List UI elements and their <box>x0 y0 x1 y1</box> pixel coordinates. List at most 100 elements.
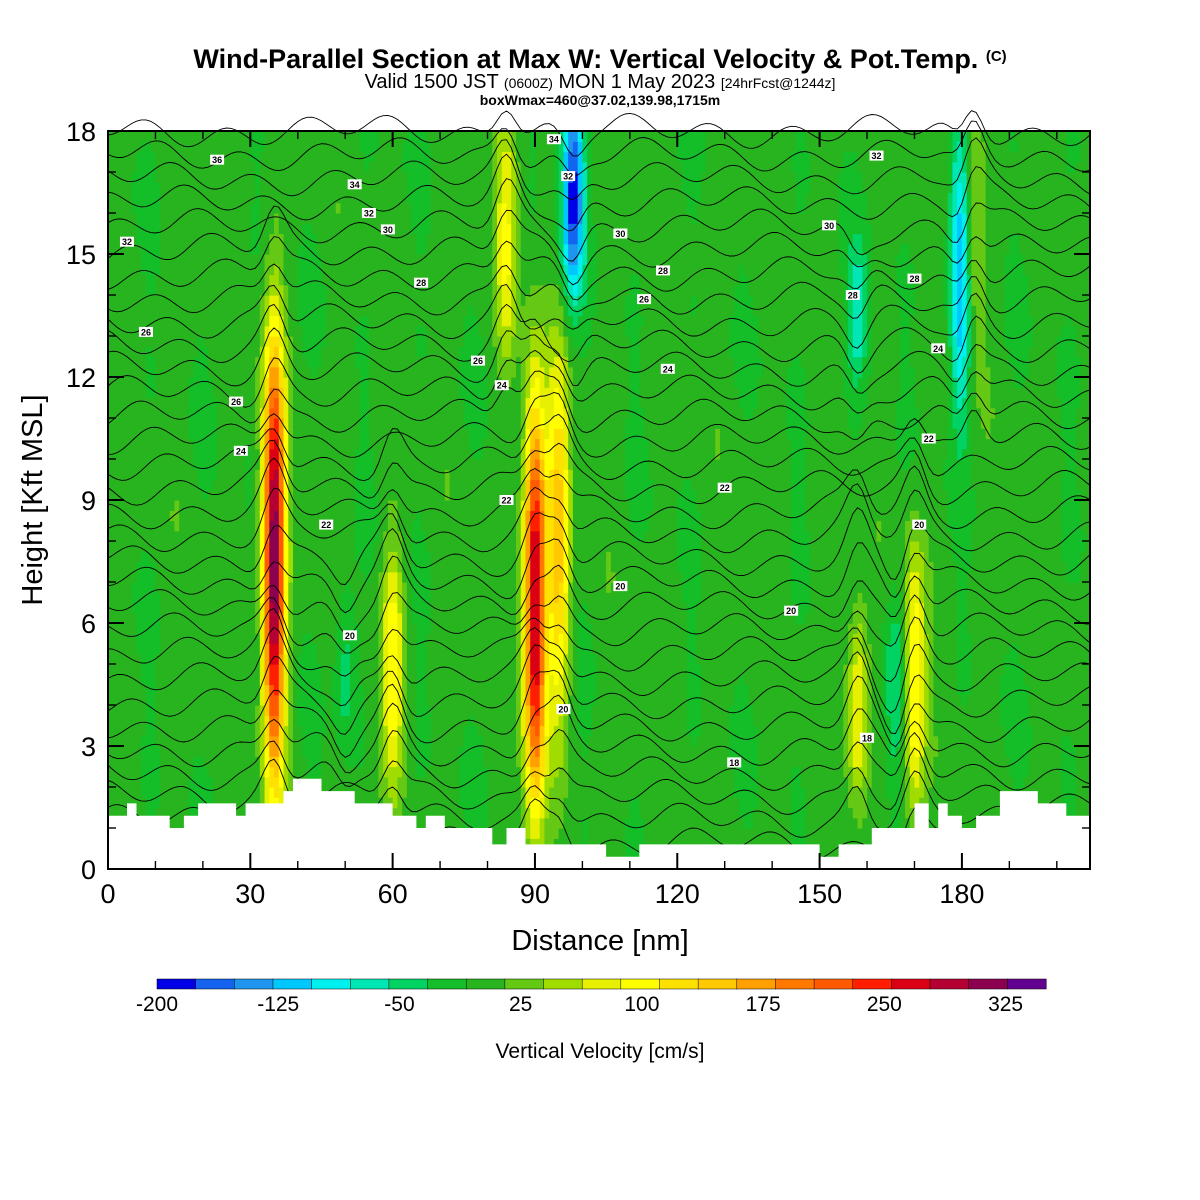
velocity-cell <box>719 766 726 778</box>
velocity-cell <box>387 623 394 634</box>
velocity-cell <box>738 787 745 798</box>
velocity-cell <box>582 766 588 778</box>
velocity-cell <box>857 664 863 675</box>
velocity-cell <box>686 828 693 839</box>
velocity-cell <box>658 674 664 686</box>
velocity-cell <box>293 746 299 757</box>
velocity-cell <box>112 674 119 686</box>
velocity-cell <box>126 612 133 624</box>
velocity-cell <box>1018 746 1025 757</box>
velocity-cell <box>881 633 887 645</box>
velocity-cell <box>838 838 844 850</box>
velocity-cell <box>909 797 916 809</box>
velocity-cell <box>444 797 451 809</box>
velocity-cell <box>852 787 859 798</box>
velocity-cell <box>169 643 176 655</box>
velocity-cell <box>729 653 735 665</box>
velocity-cell <box>112 705 119 716</box>
velocity-cell <box>231 623 237 634</box>
velocity-cell <box>340 756 346 768</box>
velocity-cell <box>544 705 550 716</box>
velocity-cell <box>212 725 218 737</box>
velocity-cell <box>900 633 906 645</box>
velocity-cell <box>587 643 593 655</box>
velocity-cell <box>933 664 939 675</box>
velocity-cell <box>625 633 631 645</box>
velocity-cell <box>767 766 773 778</box>
velocity-cell <box>440 787 446 798</box>
velocity-cell <box>511 735 517 747</box>
velocity-cell <box>928 735 935 747</box>
velocity-cell <box>591 776 598 788</box>
velocity-cell <box>705 674 712 686</box>
velocity-cell <box>354 633 361 645</box>
velocity-cell <box>1066 776 1072 788</box>
velocity-cell <box>534 674 541 686</box>
velocity-cell <box>122 705 128 716</box>
velocity-cell <box>995 674 1001 686</box>
velocity-cell <box>1085 756 1091 768</box>
velocity-cell <box>606 694 612 706</box>
velocity-cell <box>914 746 920 757</box>
velocity-cell <box>316 643 323 655</box>
velocity-cell <box>738 756 745 768</box>
velocity-cell <box>743 633 750 645</box>
velocity-cell <box>406 797 413 809</box>
velocity-cell <box>1052 623 1058 634</box>
velocity-cell <box>895 694 901 706</box>
velocity-cell <box>824 633 830 645</box>
velocity-cell <box>226 633 232 645</box>
velocity-cell <box>857 787 863 798</box>
velocity-cell <box>259 725 266 737</box>
velocity-cell <box>430 746 436 757</box>
velocity-cell <box>364 715 370 727</box>
velocity-cell <box>293 715 299 727</box>
velocity-cell <box>387 797 394 809</box>
velocity-cell <box>236 725 242 737</box>
velocity-cell <box>364 684 370 696</box>
velocity-cell <box>117 684 123 696</box>
velocity-cell <box>1056 776 1063 788</box>
velocity-cell <box>193 705 199 716</box>
velocity-cell <box>753 828 759 839</box>
velocity-cell <box>814 828 821 839</box>
velocity-cell <box>321 766 327 778</box>
velocity-cell <box>169 633 176 645</box>
velocity-cell <box>1023 633 1029 645</box>
velocity-cell <box>871 735 878 747</box>
velocity-cell <box>112 694 119 706</box>
velocity-cell <box>767 684 773 696</box>
velocity-cell <box>245 746 251 757</box>
velocity-cell <box>563 797 569 809</box>
velocity-cell <box>582 664 588 675</box>
velocity-cell <box>625 623 631 634</box>
velocity-cell <box>240 735 247 747</box>
velocity-cell <box>805 838 811 850</box>
velocity-cell <box>387 633 394 645</box>
velocity-cell <box>700 735 707 747</box>
velocity-cell <box>824 715 830 727</box>
velocity-cell <box>131 664 138 675</box>
velocity-cell <box>179 674 185 686</box>
velocity-cell <box>217 653 223 665</box>
velocity-cell <box>663 623 669 634</box>
velocity-cell <box>359 653 365 665</box>
velocity-cell <box>549 653 555 665</box>
velocity-cell <box>335 653 342 665</box>
velocity-cell <box>454 684 460 696</box>
velocity-cell <box>416 725 422 737</box>
velocity-cell <box>506 807 512 819</box>
velocity-cell <box>791 776 797 788</box>
velocity-cell <box>700 756 707 768</box>
velocity-cell <box>572 643 579 655</box>
velocity-cell <box>1037 694 1044 706</box>
velocity-cell <box>297 725 304 737</box>
velocity-cell <box>881 684 887 696</box>
velocity-cell <box>302 766 308 778</box>
velocity-cell <box>492 664 498 675</box>
velocity-cell <box>942 684 949 696</box>
velocity-cell <box>188 623 194 634</box>
velocity-cell <box>686 746 693 757</box>
velocity-cell <box>169 653 176 665</box>
velocity-cell <box>316 664 323 675</box>
